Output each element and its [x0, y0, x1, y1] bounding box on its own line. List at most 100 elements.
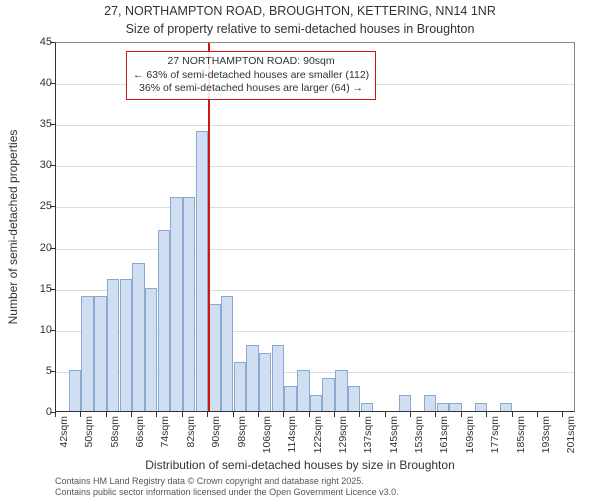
x-tick-mark	[55, 412, 56, 417]
y-tick-label: 25	[22, 200, 52, 212]
x-tick-mark	[258, 412, 259, 417]
grid-line	[56, 125, 574, 126]
x-tick-label: 137sqm	[362, 416, 374, 456]
footer-line1: Contains HM Land Registry data © Crown c…	[55, 476, 399, 487]
y-tick-mark	[50, 206, 55, 207]
chart-title-line2: Size of property relative to semi-detach…	[0, 22, 600, 36]
x-tick-label: 145sqm	[388, 416, 400, 456]
x-tick-mark	[385, 412, 386, 417]
x-tick-label: 42sqm	[58, 416, 70, 456]
histogram-bar	[500, 403, 512, 411]
x-tick-mark	[461, 412, 462, 417]
histogram-bar	[449, 403, 461, 411]
histogram-bar	[424, 395, 436, 411]
chart-footer: Contains HM Land Registry data © Crown c…	[55, 476, 399, 499]
x-tick-label: 90sqm	[210, 416, 222, 456]
histogram-bar	[284, 386, 296, 411]
x-tick-mark	[283, 412, 284, 417]
x-tick-label: 169sqm	[464, 416, 476, 456]
histogram-bar	[234, 362, 246, 411]
y-tick-mark	[50, 330, 55, 331]
y-tick-mark	[50, 124, 55, 125]
x-tick-mark	[233, 412, 234, 417]
histogram-bar	[69, 370, 81, 411]
x-tick-mark	[359, 412, 360, 417]
histogram-bar	[94, 296, 106, 411]
histogram-bar	[107, 279, 119, 411]
histogram-bar	[310, 395, 322, 411]
y-tick-mark	[50, 165, 55, 166]
y-tick-label: 30	[22, 159, 52, 171]
y-tick-label: 35	[22, 118, 52, 130]
x-tick-mark	[435, 412, 436, 417]
x-tick-label: 98sqm	[236, 416, 248, 456]
x-tick-label: 114sqm	[286, 416, 298, 456]
x-tick-mark	[106, 412, 107, 417]
histogram-bar	[437, 403, 449, 411]
x-tick-label: 129sqm	[337, 416, 349, 456]
x-tick-label: 193sqm	[540, 416, 552, 456]
histogram-bar	[361, 403, 373, 411]
x-tick-label: 185sqm	[515, 416, 527, 456]
plot-area: 27 NORTHAMPTON ROAD: 90sqm← 63% of semi-…	[55, 42, 575, 412]
histogram-bar	[120, 279, 132, 411]
histogram-bar	[348, 386, 360, 411]
histogram-bar	[158, 230, 170, 411]
x-tick-label: 82sqm	[185, 416, 197, 456]
y-tick-mark	[50, 83, 55, 84]
histogram-bar	[170, 197, 182, 411]
y-tick-mark	[50, 371, 55, 372]
histogram-bar	[475, 403, 487, 411]
chart-title-line1: 27, NORTHAMPTON ROAD, BROUGHTON, KETTERI…	[0, 4, 600, 18]
grid-line	[56, 207, 574, 208]
histogram-bar	[272, 345, 284, 411]
histogram-bar	[259, 353, 271, 411]
y-tick-label: 0	[22, 406, 52, 418]
y-tick-label: 5	[22, 365, 52, 377]
histogram-bar	[81, 296, 93, 411]
callout-line3: 36% of semi-detached houses are larger (…	[133, 82, 369, 96]
grid-line	[56, 249, 574, 250]
x-axis-label: Distribution of semi-detached houses by …	[0, 458, 600, 472]
y-tick-label: 40	[22, 77, 52, 89]
x-tick-label: 106sqm	[261, 416, 273, 456]
histogram-bar	[246, 345, 258, 411]
footer-line2: Contains public sector information licen…	[55, 487, 399, 498]
histogram-bar	[132, 263, 144, 411]
histogram-bar	[297, 370, 309, 411]
x-tick-mark	[334, 412, 335, 417]
x-tick-mark	[410, 412, 411, 417]
grid-line	[56, 166, 574, 167]
x-tick-label: 66sqm	[134, 416, 146, 456]
x-tick-mark	[309, 412, 310, 417]
x-tick-mark	[207, 412, 208, 417]
x-tick-label: 153sqm	[413, 416, 425, 456]
x-tick-label: 201sqm	[565, 416, 577, 456]
histogram-bar	[145, 288, 157, 411]
x-tick-label: 177sqm	[489, 416, 501, 456]
x-tick-mark	[562, 412, 563, 417]
y-tick-label: 15	[22, 283, 52, 295]
y-axis-label: Number of semi-detached properties	[6, 130, 20, 325]
histogram-bar	[322, 378, 334, 411]
x-tick-label: 58sqm	[109, 416, 121, 456]
x-tick-mark	[537, 412, 538, 417]
callout-box: 27 NORTHAMPTON ROAD: 90sqm← 63% of semi-…	[126, 51, 376, 100]
x-tick-mark	[156, 412, 157, 417]
y-tick-label: 20	[22, 242, 52, 254]
x-tick-mark	[131, 412, 132, 417]
histogram-bar	[399, 395, 411, 411]
callout-line1: 27 NORTHAMPTON ROAD: 90sqm	[133, 55, 369, 69]
y-tick-mark	[50, 248, 55, 249]
histogram-bar	[335, 370, 347, 411]
histogram-bar	[196, 131, 208, 411]
x-tick-mark	[182, 412, 183, 417]
x-tick-mark	[512, 412, 513, 417]
callout-line2: ← 63% of semi-detached houses are smalle…	[133, 69, 369, 83]
x-tick-label: 122sqm	[312, 416, 324, 456]
y-tick-mark	[50, 289, 55, 290]
y-tick-label: 10	[22, 324, 52, 336]
chart-container: 27, NORTHAMPTON ROAD, BROUGHTON, KETTERI…	[0, 0, 600, 500]
x-tick-label: 161sqm	[438, 416, 450, 456]
x-tick-mark	[80, 412, 81, 417]
